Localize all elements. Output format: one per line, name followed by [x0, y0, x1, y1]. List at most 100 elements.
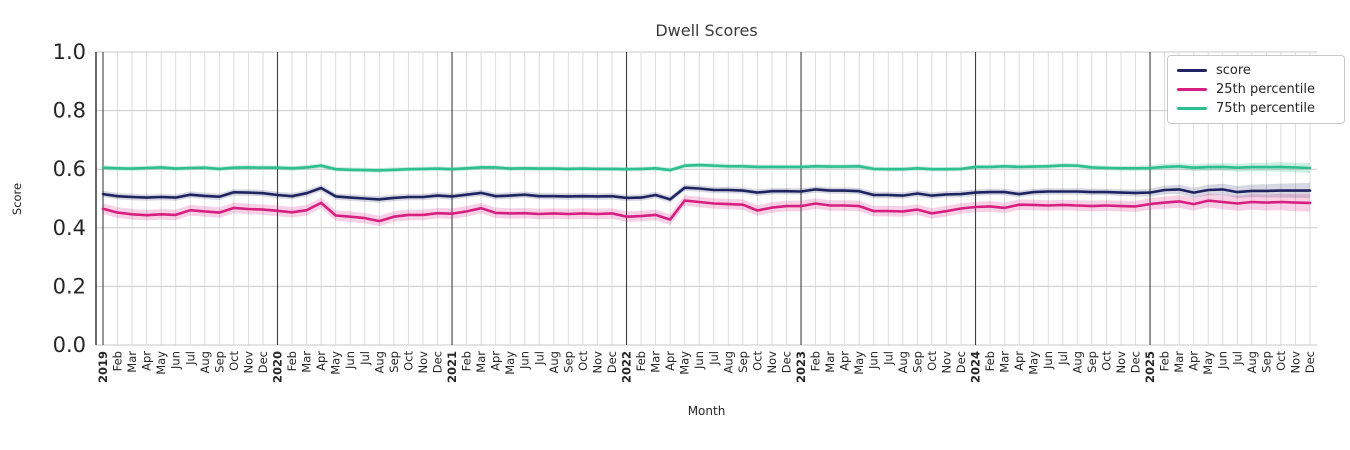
y-axis-label: Score [10, 182, 24, 216]
25th-percentile-line [101, 199, 1312, 223]
x-tick-label: Dec [1303, 351, 1317, 373]
x-tick-label: Feb [285, 351, 299, 371]
x-tick-label: Sep [387, 351, 401, 373]
x-tick-label: Dec [605, 351, 619, 373]
x-tick-label: Apr [1187, 351, 1201, 371]
x-tick-label: Sep [910, 351, 924, 373]
y-tick-label: 1.0 [53, 40, 86, 64]
x-tick-label: Mar [474, 351, 488, 373]
legend-item: 75th percentile [1177, 101, 1335, 116]
x-tick-label: Nov [590, 351, 604, 374]
x-tick-label: Oct [1274, 351, 1288, 371]
y-tick-label: 0.4 [53, 216, 86, 240]
legend-line-swatch [1177, 88, 1207, 91]
x-tick-label: Sep [212, 351, 226, 373]
legend-item-label: score [1216, 63, 1251, 78]
x-tick-label: Jul [707, 351, 721, 366]
x-tick-label: 2023 [794, 351, 808, 383]
x-tick-label: Apr [838, 351, 852, 371]
x-tick-label: Apr [489, 351, 503, 371]
x-tick-label: Jun [692, 351, 706, 370]
legend-line-swatch [1177, 107, 1207, 110]
x-tick-label: Oct [576, 351, 590, 371]
x-tick-label: Jun [169, 351, 183, 370]
x-tick-label: Apr [663, 351, 677, 371]
y-tick-label: 0.6 [53, 157, 86, 181]
x-tick-label: Nov [1114, 351, 1128, 374]
x-tick-label: May [329, 351, 343, 375]
x-tick-label: Feb [111, 351, 125, 371]
x-tick-label: Apr [1012, 351, 1026, 371]
x-tick-label: Jun [1216, 351, 1230, 370]
y-gridlines [96, 51, 1317, 346]
x-tick-label: Sep [736, 351, 750, 373]
x-tick-label: Nov [1288, 351, 1302, 374]
x-tick-label: Oct [750, 351, 764, 371]
x-tick-label: Sep [1085, 351, 1099, 373]
x-tick-label: Oct [227, 351, 241, 371]
x-tick-label: Feb [1158, 351, 1172, 371]
x-tick-label: Dec [779, 351, 793, 373]
x-tick-label: Aug [1070, 351, 1084, 373]
x-tick-label: Dec [954, 351, 968, 373]
x-tick-label: May [503, 351, 517, 375]
legend-item: score [1177, 63, 1335, 78]
x-tick-label: Aug [547, 351, 561, 373]
y-tick-label: 0.8 [53, 99, 86, 123]
y-tick-label: 0.0 [53, 333, 86, 357]
legend: score 25th percentile 75th percentile [1167, 55, 1345, 124]
x-tick-label: Mar [300, 351, 314, 373]
x-tick-label: Jun [1041, 351, 1055, 370]
x-tick-label: Mar [125, 351, 139, 373]
x-tick-label: Aug [198, 351, 212, 373]
x-tick-label: Apr [314, 351, 328, 371]
x-tick-label: Dec [1128, 351, 1142, 373]
x-tick-label: 2019 [96, 351, 110, 383]
x-tick-label: Dec [256, 351, 270, 373]
x-tick-label: Jul [358, 351, 372, 366]
x-tick-label: 2020 [271, 351, 285, 383]
x-tick-label: Nov [416, 351, 430, 374]
x-axis-label: Month [687, 404, 726, 418]
x-tick-label: Jul [532, 351, 546, 366]
x-tick-label: Apr [140, 351, 154, 371]
x-tick-label: Feb [809, 351, 823, 371]
x-tick-labels: 2019 Feb Mar Apr May Jun Jul Aug Sep Oct Nov Dec 202… [96, 351, 1317, 383]
x-tick-label: Jul [183, 351, 197, 366]
x-tick-label: Aug [721, 351, 735, 373]
x-tick-label: Jun [343, 351, 357, 370]
score-line [101, 186, 1312, 201]
x-tick-label: May [852, 351, 866, 375]
legend-line-swatch [1177, 69, 1207, 72]
x-tick-label: Mar [649, 351, 663, 373]
x-tick-label: Mar [998, 351, 1012, 373]
legend-item-label: 25th percentile [1216, 82, 1316, 97]
x-tick-label: May [154, 351, 168, 375]
x-tick-label: May [678, 351, 692, 375]
x-tick-label: Nov [241, 351, 255, 374]
x-tick-label: Sep [1259, 351, 1273, 373]
x-tick-label: Nov [939, 351, 953, 374]
y-tick-labels: 0.0 0.2 0.4 0.6 0.8 1.0 [53, 40, 86, 357]
x-gridlines [102, 52, 1311, 345]
x-tick-label: Feb [460, 351, 474, 371]
x-tick-label: Mar [1172, 351, 1186, 373]
x-tick-label: 2024 [969, 351, 983, 383]
x-tick-label: May [1027, 351, 1041, 375]
x-tick-label: Jun [867, 351, 881, 370]
legend-item-label: 75th percentile [1216, 101, 1316, 116]
x-tick-label: Oct [401, 351, 415, 371]
x-tick-label: Oct [1099, 351, 1113, 371]
x-tick-label: Aug [1245, 351, 1259, 373]
x-tick-label: Jun [518, 351, 532, 370]
75th-percentile-line [101, 163, 1312, 172]
x-tick-label: Dec [430, 351, 444, 373]
x-tick-label: Aug [372, 351, 386, 373]
25th-percentile-band [103, 193, 1310, 227]
x-tick-label: Nov [765, 351, 779, 374]
legend-item: 25th percentile [1177, 82, 1335, 97]
x-tick-label: 2021 [445, 351, 459, 383]
chart-title: Dwell Scores [655, 21, 758, 40]
x-tick-label: 2025 [1143, 351, 1157, 383]
